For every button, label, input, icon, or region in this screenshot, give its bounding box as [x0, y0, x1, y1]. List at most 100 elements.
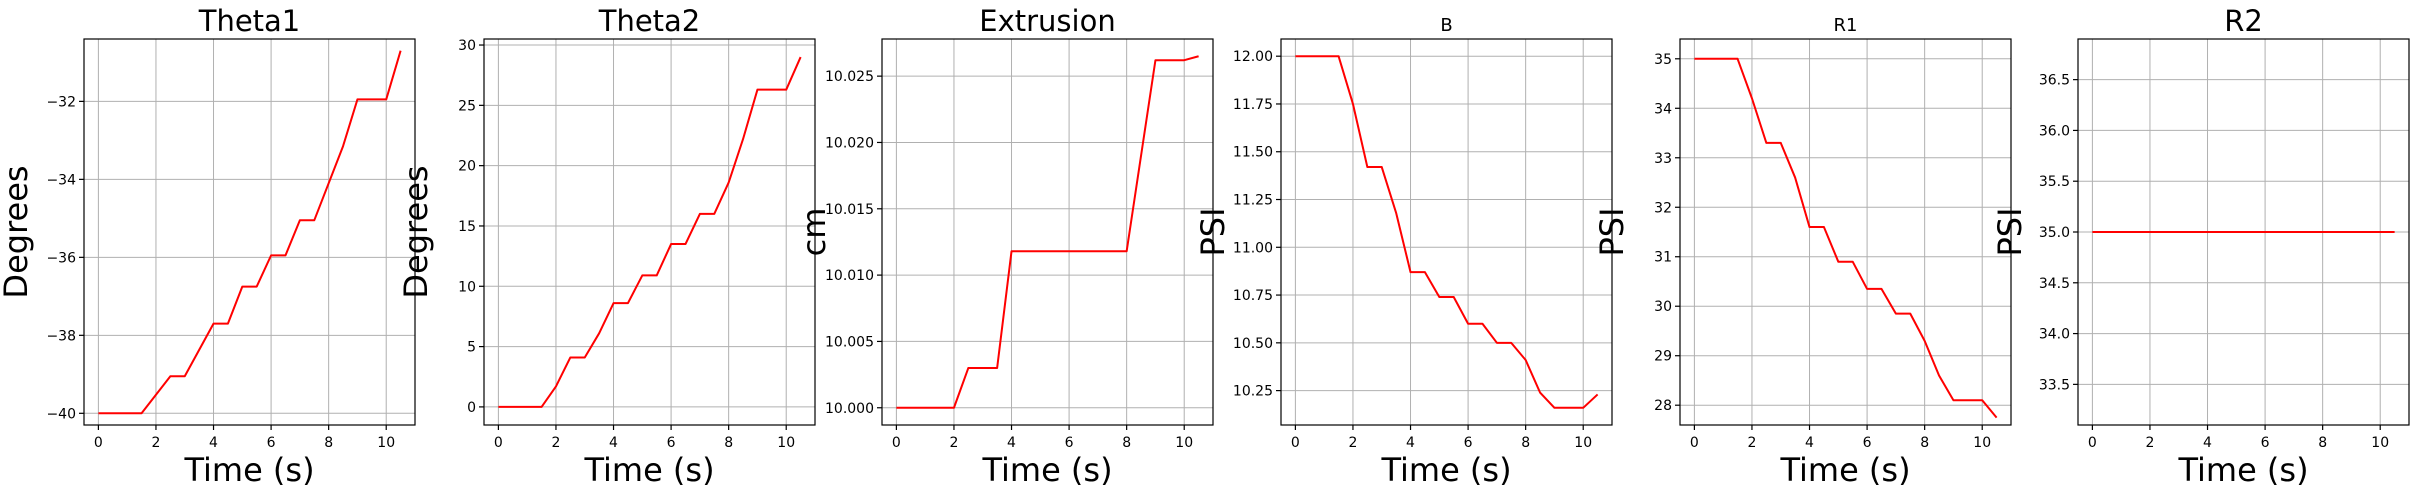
- y-axis-label: PSI: [1194, 207, 1232, 256]
- y-axis-label: PSI: [1991, 207, 2029, 256]
- x-tick-label: 2: [151, 435, 160, 451]
- x-axis-label: Time (s): [1779, 451, 1910, 489]
- x-tick-label: 8: [1920, 435, 1929, 451]
- x-tick-label: 6: [267, 435, 276, 451]
- x-tick-label: 6: [667, 435, 676, 451]
- x-tick-label: 0: [494, 435, 503, 451]
- y-tick-label: 33: [1654, 151, 1672, 167]
- x-tick-label: 8: [1122, 435, 1131, 451]
- x-tick-label: 4: [1007, 435, 1016, 451]
- y-tick-label: 34.5: [2039, 276, 2070, 292]
- x-tick-label: 4: [609, 435, 618, 451]
- y-tick-label: 36.5: [2039, 73, 2070, 89]
- y-tick-label: 33.5: [2039, 377, 2070, 393]
- x-tick-label: 8: [324, 435, 333, 451]
- y-tick-label: 10.010: [825, 268, 874, 284]
- y-tick-label: 35.0: [2039, 225, 2070, 241]
- subplot-title: Extrusion: [979, 4, 1115, 38]
- y-tick-label: 36.0: [2039, 123, 2070, 139]
- y-tick-label: 0: [467, 400, 476, 416]
- x-tick-label: 10: [1973, 435, 1991, 451]
- y-tick-label: 10.025: [825, 69, 874, 85]
- x-tick-label: 0: [1291, 435, 1300, 451]
- plot-area: [1281, 39, 1612, 425]
- plot-area: [484, 39, 815, 425]
- plot-area: [84, 39, 415, 425]
- x-tick-label: 6: [1065, 435, 1074, 451]
- series-line: [498, 56, 802, 408]
- subplot-5: 0 2 4 6 8 10 28 29 30 31 32 33 34 35 R1 Time (s) PSI: [1593, 15, 2012, 489]
- x-tick-label: 2: [949, 435, 958, 451]
- subplot-1: 0 2 4 6 8 10 −40 −38 −36 −34 −32 Theta1 Time (s) Degr…: [0, 4, 416, 489]
- series-line: [1295, 55, 1599, 409]
- y-tick-label: 10: [458, 279, 476, 295]
- y-tick-label: 15: [458, 219, 476, 235]
- x-tick-label: 10: [1574, 435, 1592, 451]
- y-tick-label: 10.75: [1233, 288, 1273, 304]
- x-tick-label: 8: [724, 435, 733, 451]
- axes-frame: [483, 38, 816, 426]
- subplot-6: 0 2 4 6 8 10 33.5 34.0 34.5 35.0 35.5 36.0 36.5 R2 Tim…: [1991, 4, 2410, 489]
- subplot-title: R1: [1834, 15, 1858, 36]
- plot-area: [1680, 39, 2011, 425]
- y-tick-label: −34: [46, 172, 76, 188]
- y-tick-label: 10.020: [825, 135, 874, 151]
- x-tick-label: 4: [2203, 435, 2212, 451]
- y-tick-label: 10.005: [825, 334, 874, 350]
- x-tick-label: 10: [2371, 435, 2389, 451]
- axes-frame: [1679, 38, 2012, 426]
- x-axis-label: Time (s): [183, 451, 314, 489]
- x-tick-label: 0: [94, 435, 103, 451]
- y-tick-label: −36: [46, 250, 76, 266]
- x-tick-label: 10: [377, 435, 395, 451]
- series-line: [896, 55, 1199, 409]
- y-tick-label: 29: [1654, 349, 1672, 365]
- x-tick-label: 2: [1747, 435, 1756, 451]
- x-tick-label: 0: [892, 435, 901, 451]
- y-tick-label: 11.00: [1233, 240, 1273, 256]
- y-tick-label: 10.000: [825, 401, 874, 417]
- x-tick-label: 0: [1690, 435, 1699, 451]
- subplot-4: 0 2 4 6 8 10 10.25 10.50 10.75 11.00 11.25 11.50 11.…: [1194, 15, 1613, 489]
- y-axis-label: Degrees: [397, 165, 435, 298]
- series-line: [1694, 57, 1998, 419]
- subplot-title: Theta2: [598, 4, 701, 38]
- subplot-title: R2: [2224, 4, 2263, 38]
- series-line: [98, 50, 402, 415]
- x-tick-label: 8: [2318, 435, 2327, 451]
- y-tick-label: 30: [1654, 299, 1672, 315]
- x-tick-label: 2: [1348, 435, 1357, 451]
- axes-frame: [83, 38, 416, 426]
- y-tick-label: 30: [458, 38, 476, 54]
- y-axis-label: cm: [795, 208, 833, 257]
- subplot-title: Theta1: [198, 4, 301, 38]
- y-tick-label: 35.5: [2039, 174, 2070, 190]
- y-axis-label: PSI: [1593, 207, 1631, 256]
- y-tick-label: 11.50: [1233, 145, 1273, 161]
- y-tick-label: 32: [1654, 200, 1672, 216]
- x-tick-label: 0: [2088, 435, 2097, 451]
- y-tick-label: −40: [46, 406, 76, 422]
- x-axis-label: Time (s): [583, 451, 714, 489]
- x-tick-label: 10: [777, 435, 795, 451]
- y-tick-label: 25: [458, 98, 476, 114]
- x-tick-label: 6: [1863, 435, 1872, 451]
- y-tick-label: 10.25: [1233, 384, 1273, 400]
- y-tick-label: 28: [1654, 398, 1672, 414]
- axes-frame: [881, 38, 1214, 426]
- x-tick-label: 4: [1406, 435, 1415, 451]
- y-tick-label: 20: [458, 159, 476, 175]
- subplot-title: B: [1440, 15, 1452, 36]
- y-tick-label: 31: [1654, 250, 1672, 266]
- x-tick-label: 6: [2261, 435, 2270, 451]
- plot-area: [882, 39, 1213, 425]
- y-axis-label: Degrees: [0, 165, 35, 298]
- x-axis-label: Time (s): [2177, 451, 2308, 489]
- y-tick-label: 12.00: [1233, 49, 1273, 65]
- y-tick-label: −32: [46, 94, 76, 110]
- x-tick-label: 2: [2145, 435, 2154, 451]
- x-axis-label: Time (s): [981, 451, 1112, 489]
- y-tick-label: 11.25: [1233, 193, 1273, 209]
- y-tick-label: 35: [1654, 52, 1672, 68]
